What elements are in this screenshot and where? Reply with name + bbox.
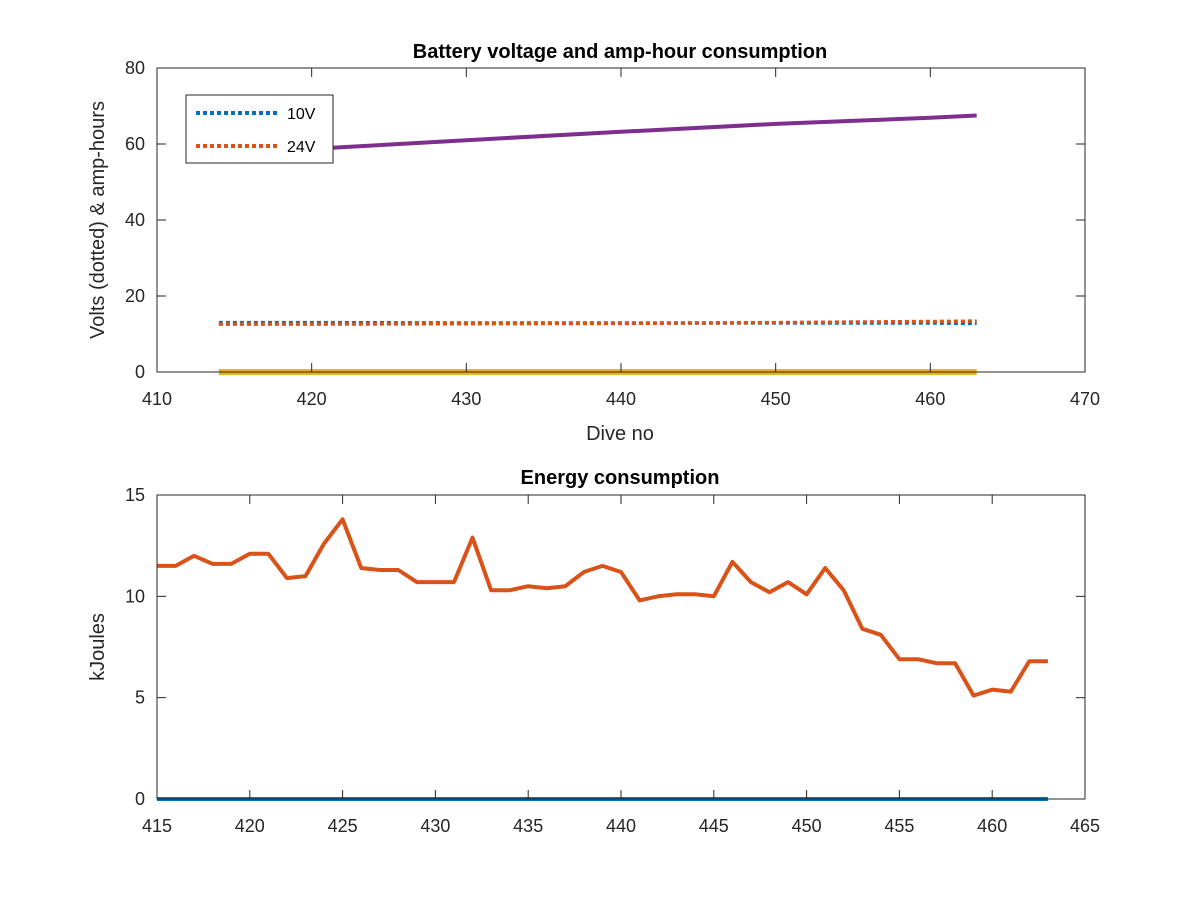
top-x-tick-label: 440 [606,389,636,409]
legend-label-24v: 24V [287,139,316,156]
bottom-x-tick-label: 455 [884,816,914,836]
bottom-y-tick-label: 10 [125,586,145,606]
bottom-x-tick-label: 415 [142,816,172,836]
top-x-tick-label: 470 [1070,389,1100,409]
top-y-tick-label: 20 [125,286,145,306]
top-x-tick-label: 430 [451,389,481,409]
bottom-x-tick-label: 450 [792,816,822,836]
top-series-line-24v [218,319,977,326]
bottom-x-tick-label: 465 [1070,816,1100,836]
bottom-subplot: Energy consumption 415 420 425 430 435 440 445… [87,467,1100,836]
bottom-x-tick-label: 445 [699,816,729,836]
legend-label-10v: 10V [287,106,316,123]
top-x-tick-label: 420 [297,389,327,409]
bottom-x-tick-label: 425 [328,816,358,836]
bottom-x-tick-label: 435 [513,816,543,836]
bottom-y-tick-label: 0 [135,789,145,809]
top-x-tick-label: 460 [915,389,945,409]
bottom-x-tick-label: 460 [977,816,1007,836]
legend-box [185,94,334,164]
top-x-tick-label: 450 [761,389,791,409]
bottom-y-axis-label: kJoules [87,613,109,681]
top-subplot: Battery voltage and amp-hour consumption… [87,41,1100,445]
top-y-tick-label: 80 [125,58,145,78]
bottom-x-tick-label: 420 [235,816,265,836]
top-y-tick-label: 0 [135,362,145,382]
bottom-chart-title: Energy consumption [521,467,720,489]
bottom-y-tick-label: 15 [125,485,145,505]
top-chart-title: Battery voltage and amp-hour consumption [413,41,827,63]
bottom-x-tick-label: 440 [606,816,636,836]
top-y-tick-label: 60 [125,134,145,154]
top-x-axis-label: Dive no [586,423,654,445]
bottom-y-tick-label: 5 [135,688,145,708]
top-y-axis-label: Volts (dotted) & amp-hours [87,101,109,339]
bottom-series-line-0 [157,517,1048,698]
top-y-tick-label: 40 [125,210,145,230]
bottom-x-tick-label: 430 [420,816,450,836]
legend: 10V 24V [185,94,334,164]
top-x-tick-label: 410 [142,389,172,409]
